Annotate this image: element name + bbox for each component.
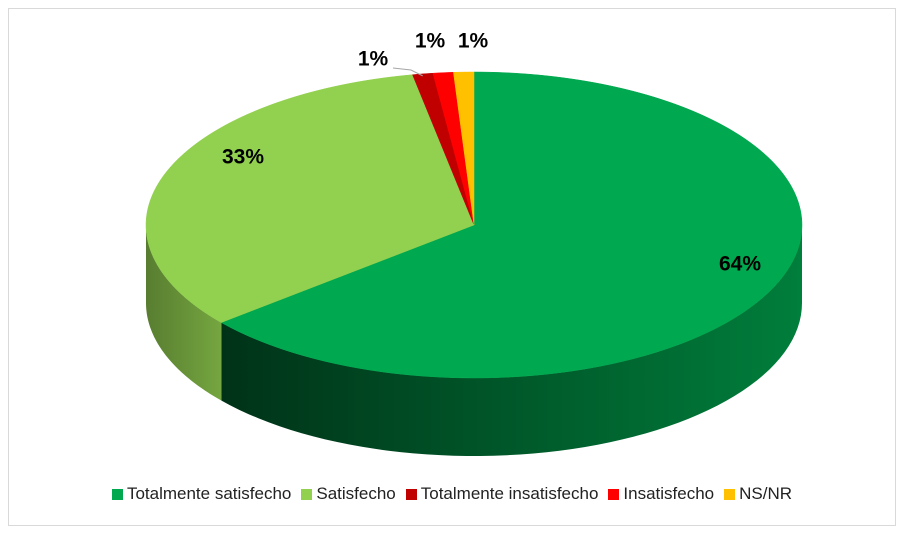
pie-side: [146, 225, 222, 401]
pie-slice: [145, 74, 475, 323]
data-label: 1%: [458, 30, 489, 53]
pie-side: [221, 225, 802, 456]
legend-swatch: [301, 488, 313, 500]
data-label: 1%: [415, 30, 446, 53]
data-label: 1%: [358, 48, 389, 71]
chart-frame: [8, 8, 896, 526]
legend-label: Satisfecho: [316, 484, 396, 503]
legend-label: Totalmente satisfecho: [126, 484, 292, 503]
data-label: 64%: [719, 253, 761, 276]
legend-item: Totalmente insatisfecho: [405, 484, 599, 504]
pie-slice: [220, 71, 803, 379]
legend-swatch: [405, 488, 417, 500]
legend-item: NS/NR: [724, 484, 792, 504]
legend-label: NS/NR: [739, 484, 793, 503]
leader-line: [392, 67, 423, 77]
legend-label: Insatisfecho: [623, 484, 715, 503]
data-label: 33%: [222, 146, 264, 169]
legend-label: Totalmente insatisfecho: [420, 484, 599, 503]
legend-swatch: [608, 488, 620, 500]
legend-swatch: [111, 488, 123, 500]
legend-swatch: [724, 488, 736, 500]
legend: Totalmente satisfecho Satisfecho Totalment…: [0, 484, 904, 504]
pie-slice: [453, 71, 475, 226]
legend-item: Satisfecho: [301, 484, 396, 504]
legend-item: Totalmente satisfecho: [111, 484, 292, 504]
legend-item: Insatisfecho: [608, 484, 714, 504]
